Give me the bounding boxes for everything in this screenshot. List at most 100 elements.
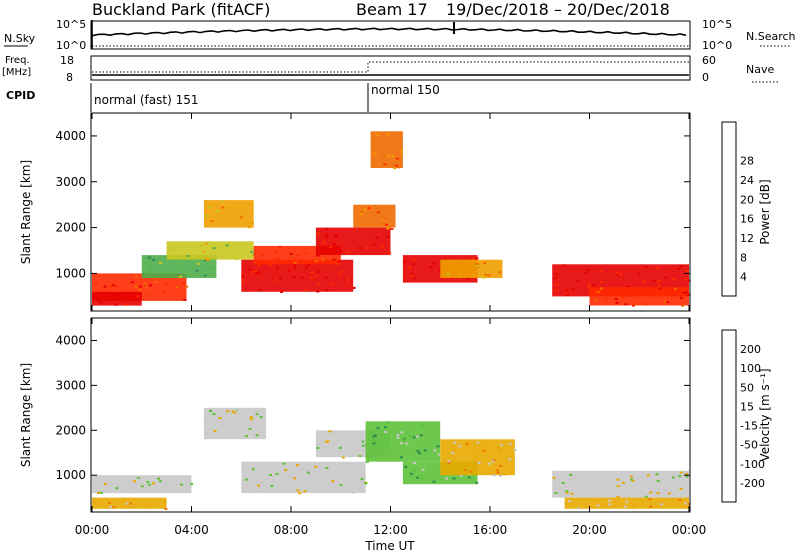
echo-cell (412, 258, 416, 261)
colorbar-tick-label: -15 (740, 420, 758, 433)
echo-cell (601, 481, 604, 484)
echo-band (564, 497, 689, 509)
echo-cell (631, 479, 635, 482)
echo-cell (487, 260, 491, 263)
echo-cell (109, 284, 113, 287)
echo-cell (257, 484, 261, 487)
echo-cell (373, 214, 376, 217)
echo-cell (433, 449, 437, 452)
echo-cell (400, 442, 403, 445)
echo-cell (554, 272, 558, 275)
echo-cell (125, 502, 129, 505)
echo-cell (658, 287, 662, 290)
echo-cell (492, 459, 496, 462)
echo-cell (458, 445, 462, 448)
echo-cell (411, 263, 415, 266)
echo-cell (209, 267, 213, 270)
echo-cell (599, 287, 603, 290)
echo-cell (129, 502, 132, 505)
echo-cell (637, 477, 641, 480)
echo-cell (329, 282, 333, 285)
echo-cell (279, 462, 283, 465)
echo-cell (437, 453, 441, 456)
echo-cell (587, 284, 591, 287)
echo-cell (202, 257, 206, 260)
echo-cell (215, 210, 218, 213)
echo-cell (623, 505, 627, 508)
freq-strip-frame (90, 55, 691, 81)
echo-cell (130, 281, 134, 284)
echo-cell (640, 287, 644, 290)
echo-cell (554, 492, 558, 494)
echo-cell (683, 278, 687, 281)
echo-cell (145, 286, 148, 289)
echo-cell (134, 275, 138, 278)
x-tick-label: 04:00 (174, 523, 209, 537)
echo-cell (250, 250, 254, 253)
echo-cell (268, 263, 272, 266)
echo-cell (325, 289, 329, 292)
nsky-label: N.Sky (4, 32, 36, 45)
echo-cell (409, 435, 413, 438)
echo-cell (677, 268, 681, 270)
echo-cell (240, 212, 244, 215)
echo-cell (353, 465, 357, 467)
echo-cell (333, 476, 337, 478)
echo-cell (352, 286, 356, 289)
echo-cell (344, 467, 348, 470)
echo-cell (471, 274, 475, 277)
echo-cell (678, 498, 682, 501)
echo-cell (637, 272, 641, 275)
echo-cell (375, 237, 379, 239)
echo-cell (608, 499, 612, 502)
echo-cell (632, 505, 636, 508)
echo-cell (163, 501, 167, 504)
echo-cell (114, 303, 118, 306)
echo-cell (300, 276, 304, 279)
echo-cell (374, 434, 377, 437)
echo-band (315, 227, 391, 256)
echo-cell (226, 410, 230, 413)
echo-cell (445, 477, 448, 480)
colorbar-tick-label: 4 (740, 271, 747, 284)
echo-cell (341, 456, 345, 459)
echo-cell (165, 283, 169, 286)
echo-cell (416, 476, 419, 479)
echo-cell (679, 471, 683, 474)
echo-cell (94, 282, 98, 285)
echo-cell (305, 289, 309, 291)
echo-cell (261, 490, 265, 493)
echo-cell (554, 289, 558, 292)
echo-cell (641, 280, 645, 283)
echo-cell (324, 276, 328, 279)
echo-cell (108, 502, 112, 504)
echo-cell (553, 277, 557, 280)
echo-cell (322, 438, 326, 441)
echo-cell (334, 234, 338, 237)
echo-cell (257, 264, 261, 267)
echo-cell (293, 261, 297, 264)
echo-cell (360, 211, 364, 213)
echo-cell (203, 274, 207, 277)
echo-cell (339, 250, 343, 253)
echo-cell (138, 288, 142, 291)
echo-cell (498, 271, 502, 274)
echo-cell (378, 453, 382, 456)
echo-cell (412, 462, 416, 464)
echo-cell (255, 272, 259, 275)
echo-cell (487, 462, 491, 465)
echo-cell (604, 297, 608, 300)
echo-cell (205, 242, 208, 245)
echo-cell (625, 288, 629, 291)
echo-cell (92, 296, 96, 299)
echo-cell (365, 247, 369, 249)
echo-cell (251, 466, 255, 469)
nsky-tick-bottom: 10^0 (56, 39, 86, 52)
echo-cell (476, 441, 480, 444)
echo-cell (340, 270, 344, 273)
echo-cell (143, 282, 147, 285)
echo-cell (686, 293, 690, 296)
station-title: Buckland Park (fitACF) (92, 0, 270, 19)
date-range: 19/Dec/2018 – 20/Dec/2018 (446, 0, 670, 19)
echo-cell (245, 252, 249, 255)
